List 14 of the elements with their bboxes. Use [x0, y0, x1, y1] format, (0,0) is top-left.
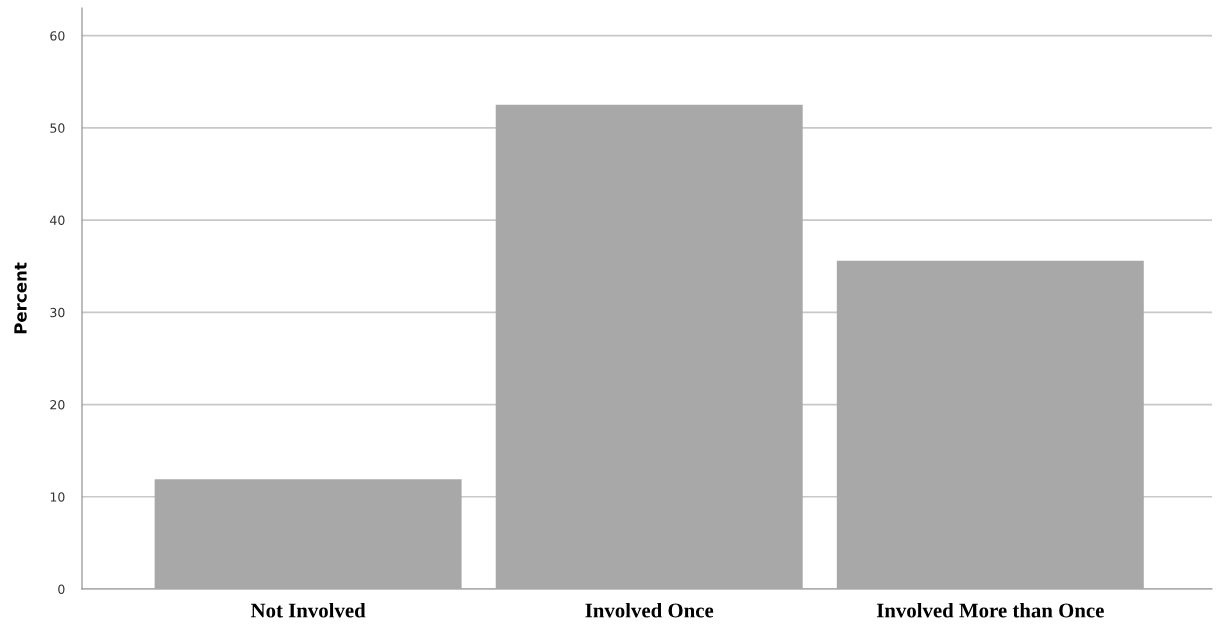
- y-tick-label: 60: [50, 31, 65, 41]
- y-axis-title: Percent: [14, 262, 27, 334]
- y-tick-label: 10: [50, 492, 65, 502]
- x-tick-label: Involved Once: [585, 602, 714, 618]
- bar: [495, 104, 803, 589]
- bar: [836, 260, 1144, 589]
- y-tick-label: 40: [50, 215, 65, 226]
- bar: [154, 479, 462, 589]
- y-tick-label: 20: [50, 400, 65, 410]
- x-tick-label: Involved More than Once: [876, 602, 1104, 618]
- y-tick-label: 50: [50, 123, 65, 133]
- y-tick-label: 0: [58, 584, 65, 594]
- x-tick-label: Not Involved: [250, 602, 366, 618]
- y-tick-label: 30: [50, 307, 65, 318]
